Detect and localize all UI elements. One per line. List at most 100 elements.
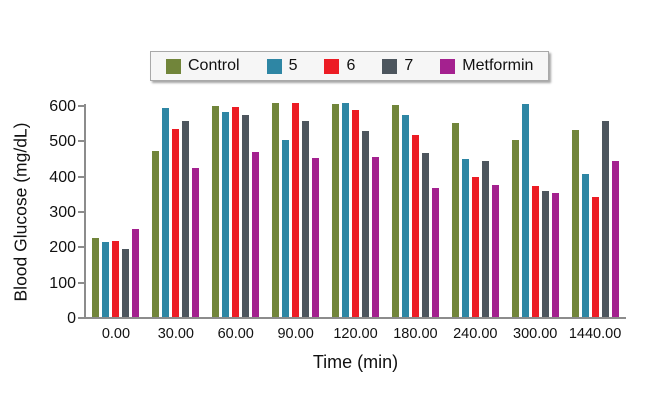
- y-tick-label: 100: [49, 274, 76, 292]
- bar-7-0.00: [122, 248, 130, 317]
- bar-6-60.00: [232, 106, 240, 317]
- bar-7-240.00: [481, 161, 489, 317]
- legend-swatch-icon: [382, 58, 398, 74]
- bar-group-60.00: [206, 105, 266, 317]
- bar-group-1440.00: [565, 105, 625, 317]
- legend-label: 6: [346, 57, 356, 74]
- bar-6-0.00: [112, 241, 120, 317]
- bar-Control-180.00: [391, 105, 399, 317]
- bar-Metformin-60.00: [252, 152, 260, 317]
- bar-group-120.00: [326, 102, 386, 317]
- bar-7-1440.00: [601, 120, 609, 317]
- y-tick-label: 600: [49, 98, 76, 115]
- bar-7-180.00: [421, 152, 429, 317]
- bar-group-90.00: [266, 102, 326, 317]
- x-tick-label: 60.00: [217, 326, 254, 342]
- bar-Control-1440.00: [571, 130, 579, 317]
- bar-Control-0.00: [92, 237, 100, 317]
- y-tick-mark: [78, 211, 84, 213]
- bar-7-30.00: [182, 120, 190, 317]
- y-tick-mark: [78, 175, 84, 178]
- legend-item-5: 5: [266, 57, 298, 74]
- bar-6-120.00: [352, 110, 359, 317]
- legend-label: Control: [188, 57, 240, 74]
- y-tick-mark: [78, 246, 84, 249]
- bar-6-90.00: [292, 102, 300, 317]
- legend-label: 7: [404, 57, 414, 74]
- bar-Metformin-90.00: [312, 157, 320, 317]
- bar-Metformin-1440.00: [611, 161, 619, 317]
- y-axis-line: [84, 104, 86, 319]
- y-axis-title: Blood Glucose (mg/dL): [10, 122, 31, 302]
- y-tick-label: 300: [49, 204, 76, 221]
- x-tick-label: 300.00: [513, 326, 558, 342]
- bar-Control-300.00: [511, 140, 519, 317]
- bar-6-180.00: [411, 134, 419, 317]
- y-tick-mark: [78, 317, 84, 319]
- bar-6-240.00: [471, 177, 479, 317]
- bar-Metformin-0.00: [132, 228, 140, 317]
- x-tick-label: 180.00: [393, 326, 438, 342]
- bar-Control-240.00: [451, 122, 459, 317]
- bar-Metformin-180.00: [431, 188, 439, 317]
- bar-Metformin-120.00: [372, 157, 379, 317]
- bar-7-300.00: [541, 191, 549, 317]
- bar-group-300.00: [505, 103, 565, 317]
- bar-Metformin-240.00: [491, 184, 499, 317]
- chart-legend: Control 5 6 7 Metformin: [150, 51, 550, 81]
- y-tick-label: 200: [49, 239, 76, 257]
- legend-label: 5: [288, 57, 298, 74]
- legend-swatch-icon: [324, 58, 340, 74]
- bar-6-1440.00: [591, 196, 599, 317]
- bar-5-300.00: [521, 103, 529, 317]
- x-tick-label: 90.00: [277, 326, 314, 342]
- bar-6-30.00: [172, 129, 180, 317]
- bar-Metformin-30.00: [192, 168, 200, 317]
- legend-item-Control: Control: [166, 58, 240, 74]
- bar-group-240.00: [445, 105, 505, 317]
- bar-Metformin-300.00: [551, 193, 559, 317]
- bar-group-0.00: [86, 105, 146, 317]
- bar-5-1440.00: [581, 173, 589, 317]
- legend-swatch-icon: [166, 58, 181, 74]
- bar-5-0.00: [102, 241, 110, 317]
- bar-Control-60.00: [212, 106, 220, 317]
- y-tick-label: 400: [49, 168, 76, 186]
- bar-group-180.00: [385, 105, 445, 317]
- x-tick-label: 30.00: [157, 326, 194, 342]
- legend-label: Metformin: [462, 57, 534, 74]
- bar-7-60.00: [242, 114, 250, 317]
- bar-7-120.00: [362, 130, 369, 317]
- legend-item-6: 6: [324, 58, 355, 74]
- legend-swatch-icon: [266, 58, 282, 74]
- bar-5-30.00: [162, 107, 170, 317]
- legend-item-Metformin: Metformin: [440, 58, 533, 74]
- x-axis-title: Time (min): [312, 352, 399, 372]
- y-tick-label: 500: [49, 133, 76, 151]
- bar-7-90.00: [302, 120, 310, 317]
- bar-5-180.00: [401, 114, 409, 317]
- bar-5-120.00: [342, 102, 349, 317]
- bar-Control-90.00: [272, 103, 280, 317]
- x-tick-label: 240.00: [453, 326, 498, 342]
- x-axis-tick-labels: 0.00 30.00 60.00 90.00 120.00 180.00 240.00 300…: [86, 327, 625, 342]
- x-tick-label: 1440.00: [568, 326, 622, 342]
- bar-5-240.00: [461, 159, 469, 317]
- bar-5-90.00: [282, 140, 290, 317]
- legend-swatch-icon: [440, 58, 456, 74]
- plot-area: [86, 102, 625, 317]
- x-axis-line: [84, 317, 626, 319]
- x-tick-label: 120.00: [333, 326, 378, 342]
- y-tick-label: 0: [67, 310, 76, 327]
- y-tick-mark: [78, 140, 84, 143]
- legend-item-7: 7: [382, 58, 413, 74]
- bar-group-30.00: [146, 105, 206, 317]
- bar-Control-30.00: [152, 150, 160, 317]
- y-tick-mark: [78, 281, 84, 284]
- bar-6-300.00: [531, 186, 539, 317]
- y-tick-mark: [78, 105, 84, 107]
- x-tick-label: 0.00: [101, 326, 131, 342]
- bar-5-60.00: [222, 112, 230, 317]
- bar-Control-120.00: [332, 103, 339, 317]
